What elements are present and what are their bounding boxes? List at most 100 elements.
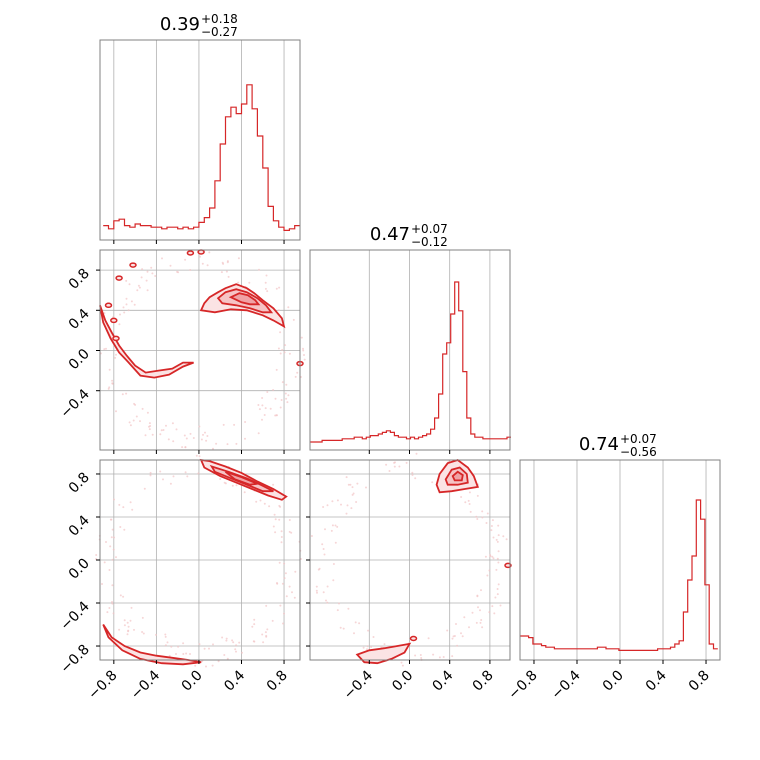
sample-point <box>420 657 423 659</box>
sample-point <box>300 336 303 339</box>
sample-point <box>279 406 282 409</box>
sample-point <box>340 503 342 506</box>
sample-point <box>186 475 189 478</box>
sample-point <box>119 594 122 597</box>
title-param2-lower: −0.12 <box>411 235 448 249</box>
sample-point <box>127 625 130 628</box>
sample-point <box>353 632 355 635</box>
sample-point <box>162 478 164 481</box>
sample-point <box>366 648 368 651</box>
sample-point <box>393 461 396 464</box>
sample-point <box>480 619 483 621</box>
sample-point <box>476 595 479 598</box>
sample-point <box>122 506 125 509</box>
sample-point <box>383 643 386 646</box>
sample-point <box>468 503 471 505</box>
sample-point <box>496 540 499 543</box>
sample-point <box>138 286 141 289</box>
sample-point <box>205 665 207 668</box>
sample-point <box>400 661 403 664</box>
sample-point <box>259 499 262 502</box>
sample-point <box>302 349 305 352</box>
sample-point <box>237 281 240 284</box>
title-param2-upper: +0.07 <box>411 222 448 236</box>
sample-point <box>133 628 135 631</box>
sample-point <box>108 368 111 371</box>
sample-point <box>492 536 495 539</box>
sample-point <box>169 264 172 267</box>
sample-point <box>112 612 115 615</box>
sample-point <box>261 633 264 636</box>
panel-frame-r0c0 <box>99 39 301 241</box>
sample-point <box>316 591 318 594</box>
sample-point <box>166 641 169 644</box>
contour-island <box>110 317 118 324</box>
sample-point <box>224 482 227 485</box>
sample-point <box>347 483 350 486</box>
sample-point <box>200 438 203 441</box>
sample-point <box>150 266 153 269</box>
sample-point <box>283 351 286 354</box>
contour-level-3 <box>224 470 261 486</box>
sample-point <box>95 554 98 556</box>
title-param1-median: 0.39 <box>160 14 200 35</box>
sample-point <box>125 303 128 306</box>
contour-level-3 <box>228 292 261 306</box>
sample-point <box>427 637 430 640</box>
sample-point <box>322 591 325 594</box>
sample-point <box>280 530 283 533</box>
sample-point <box>321 543 324 546</box>
sample-point <box>372 636 375 638</box>
sample-point <box>264 287 267 290</box>
sample-point <box>467 499 470 502</box>
contour-outer-ring <box>102 624 202 666</box>
sample-point <box>189 269 192 271</box>
sample-point <box>479 621 482 624</box>
sample-point <box>497 561 500 564</box>
density-contours <box>99 249 512 666</box>
sample-point <box>221 636 224 639</box>
sample-point <box>123 619 126 622</box>
sample-point <box>175 653 177 655</box>
sample-point <box>491 605 494 608</box>
sample-point <box>125 279 128 282</box>
sample-point <box>265 604 268 607</box>
sample-point <box>411 471 414 474</box>
sample-point <box>164 635 167 638</box>
contour-island <box>115 275 123 281</box>
sample-point <box>286 401 289 404</box>
sample-point <box>485 522 488 524</box>
sample-point <box>146 411 149 414</box>
sample-point <box>164 633 167 636</box>
sample-point <box>263 502 266 505</box>
sample-point <box>351 493 354 496</box>
sample-point <box>225 639 228 642</box>
sample-point <box>288 530 291 533</box>
sample-point <box>111 602 114 605</box>
sample-point <box>310 535 313 537</box>
sample-point <box>145 279 148 282</box>
sample-point <box>460 632 462 635</box>
sample-point <box>169 482 172 485</box>
sample-point <box>275 287 278 290</box>
sample-point <box>480 589 482 592</box>
sample-point <box>221 261 224 264</box>
sample-point <box>181 446 184 449</box>
sample-point <box>345 476 348 479</box>
sample-point <box>182 642 185 645</box>
sample-point <box>172 475 175 478</box>
sample-point <box>258 408 261 411</box>
sample-point <box>269 407 272 410</box>
sample-point <box>468 626 470 629</box>
sample-point <box>238 641 241 644</box>
sample-point <box>274 518 277 521</box>
sample-point <box>128 421 131 424</box>
sample-point <box>264 631 267 634</box>
panel-frame-r1c1 <box>309 249 511 451</box>
sample-point <box>432 653 435 656</box>
sample-point <box>326 504 329 507</box>
sample-point <box>257 432 260 435</box>
sample-point <box>258 268 260 271</box>
sample-point <box>206 264 209 267</box>
sample-point <box>296 371 299 374</box>
